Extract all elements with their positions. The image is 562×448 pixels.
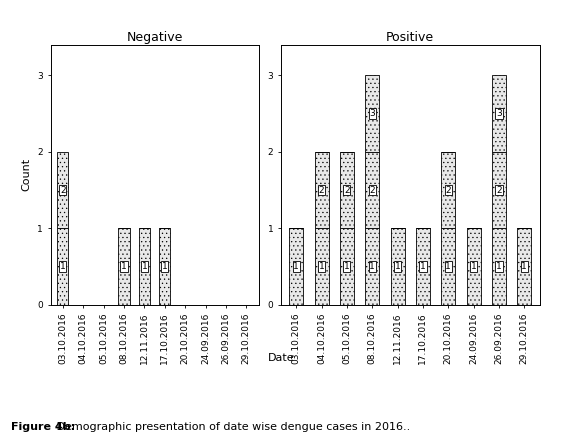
Text: 1: 1 xyxy=(162,262,167,271)
Text: 1: 1 xyxy=(293,262,299,271)
Text: 2: 2 xyxy=(369,185,375,194)
Bar xyxy=(57,152,69,228)
Bar xyxy=(365,152,379,228)
Bar xyxy=(441,152,455,228)
Text: 1: 1 xyxy=(369,262,375,271)
Bar xyxy=(466,228,481,305)
Bar xyxy=(57,228,69,305)
Text: 1: 1 xyxy=(522,262,527,271)
Text: 3: 3 xyxy=(369,109,375,118)
Text: 1: 1 xyxy=(420,262,426,271)
Bar xyxy=(315,152,329,228)
Bar xyxy=(119,228,130,305)
Text: 1: 1 xyxy=(344,262,350,271)
Text: 1: 1 xyxy=(142,262,147,271)
Text: 1: 1 xyxy=(319,262,324,271)
Y-axis label: Count: Count xyxy=(21,158,31,191)
Bar xyxy=(365,75,379,152)
Bar xyxy=(492,228,506,305)
Text: 2: 2 xyxy=(319,185,324,194)
Bar xyxy=(416,228,430,305)
Bar xyxy=(289,228,303,305)
Text: 1: 1 xyxy=(471,262,477,271)
Title: Negative: Negative xyxy=(126,30,183,43)
Text: 2: 2 xyxy=(496,185,502,194)
Text: 1: 1 xyxy=(446,262,451,271)
Text: 2: 2 xyxy=(60,185,66,194)
Text: 1: 1 xyxy=(395,262,401,271)
Bar xyxy=(441,228,455,305)
Text: Date: Date xyxy=(268,353,294,362)
Bar xyxy=(365,228,379,305)
Text: 2: 2 xyxy=(446,185,451,194)
Bar xyxy=(340,228,354,305)
Title: Positive: Positive xyxy=(386,30,434,43)
Bar xyxy=(159,228,170,305)
Bar xyxy=(391,228,405,305)
Text: 3: 3 xyxy=(496,109,502,118)
Bar xyxy=(492,152,506,228)
Bar xyxy=(492,75,506,152)
Text: 1: 1 xyxy=(60,262,66,271)
Bar xyxy=(315,228,329,305)
Text: Demographic presentation of date wise dengue cases in 2016..: Demographic presentation of date wise de… xyxy=(53,422,411,432)
Text: 1: 1 xyxy=(496,262,502,271)
Bar xyxy=(139,228,150,305)
Bar xyxy=(340,152,354,228)
Text: Figure 4b:: Figure 4b: xyxy=(11,422,75,432)
Text: 2: 2 xyxy=(344,185,350,194)
Bar xyxy=(518,228,531,305)
Text: 1: 1 xyxy=(121,262,127,271)
